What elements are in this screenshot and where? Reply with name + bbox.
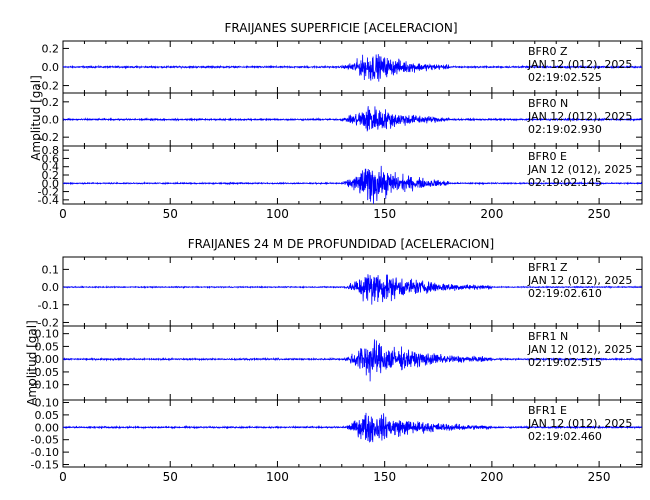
chart-title: FRAIJANES 24 M DE PROFUNDIDAD [ACELERACI…: [188, 237, 494, 251]
x-tick-label: 150: [373, 470, 396, 484]
y-tick-label: 0.10: [35, 396, 60, 409]
trace-annotation: JAN 12 (012), 2025: [527, 58, 632, 71]
y-tick-label: 0.00: [35, 353, 60, 366]
x-tick-label: 50: [163, 207, 178, 221]
x-axis-surface: 0 50 100 150 200 250: [59, 207, 610, 221]
y-tick-label: -0.2: [38, 131, 59, 144]
chart-depth: FRAIJANES 24 M DE PROFUNDIDAD [ACELERACI…: [25, 237, 643, 484]
trace-annotation: 02:19:02.145: [528, 176, 602, 189]
x-axis-depth: 0 50 100 150 200 250: [59, 470, 610, 484]
y-tick-label: 0.2: [42, 169, 60, 182]
y-tick-label: 0.6: [42, 152, 60, 165]
y-tick-label: -0.05: [31, 366, 59, 379]
trace-annotation: JAN 12 (012), 2025: [527, 343, 632, 356]
trace-annotation: JAN 12 (012), 2025: [527, 274, 632, 287]
trace-annotation: 02:19:02.610: [528, 287, 602, 300]
y-tick-label: -0.4: [38, 194, 59, 207]
trace-annotation: 02:19:02.525: [528, 71, 602, 84]
y-tick-label: 0.0: [42, 61, 60, 74]
y-tick-label: 0.05: [35, 409, 60, 422]
y-tick-label: 0.0: [42, 114, 60, 127]
trace-annotation: BFR1 Z: [528, 261, 568, 274]
y-tick-label: -0.10: [31, 446, 59, 459]
y-tick-label: 0.2: [42, 42, 60, 55]
x-tick-label: 0: [59, 470, 67, 484]
x-tick-label: 200: [480, 207, 503, 221]
y-tick-label: -0.1: [38, 299, 59, 312]
waveform-trace: [63, 54, 642, 82]
trace-annotation: JAN 12 (012), 2025: [527, 110, 632, 123]
y-tick-label: 0.05: [35, 340, 60, 353]
trace-annotation: BFR0 E: [528, 150, 567, 163]
x-tick-label: 250: [588, 207, 611, 221]
y-tick-label: -0.2: [38, 186, 59, 199]
y-tick-label: 0.10: [35, 328, 60, 341]
x-tick-label: 100: [266, 470, 289, 484]
y-tick-label: -0.05: [31, 434, 59, 447]
chart-surface: FRAIJANES SUPERFICIE [ACELERACION] Ampli…: [29, 21, 643, 221]
y-tick-label: 0.0: [42, 177, 60, 190]
x-tick-label: 150: [373, 207, 396, 221]
trace-annotation: JAN 12 (012), 2025: [527, 163, 632, 176]
trace-annotation: JAN 12 (012), 2025: [527, 417, 632, 430]
y-tick-label: 0.1: [42, 263, 60, 276]
waveform-trace: [63, 412, 642, 443]
trace-annotation: 02:19:02.930: [528, 123, 602, 136]
chart-title: FRAIJANES SUPERFICIE [ACELERACION]: [224, 21, 457, 35]
y-tick-label: -0.10: [31, 379, 59, 392]
x-tick-label: 200: [480, 470, 503, 484]
y-tick-label: 0.2: [42, 96, 60, 109]
y-tick-label: 0.0: [42, 281, 60, 294]
y-tick-label: -0.15: [31, 459, 59, 472]
trace-annotation: BFR0 N: [528, 97, 568, 110]
x-tick-label: 100: [266, 207, 289, 221]
y-tick-label: 0.00: [35, 421, 60, 434]
waveform-trace: [63, 339, 642, 382]
y-tick-label: 0.4: [42, 161, 60, 174]
y-axis-label: Amplitud [gal]: [25, 320, 39, 406]
x-tick-label: 0: [59, 207, 67, 221]
trace-annotation: 02:19:02.460: [528, 430, 602, 443]
trace-annotation: BFR0 Z: [528, 45, 568, 58]
y-tick-label: -0.2: [38, 80, 59, 93]
y-axis-label: Amplitud [gal]: [29, 75, 43, 161]
x-tick-label: 250: [588, 470, 611, 484]
trace-annotation: BFR1 N: [528, 330, 568, 343]
trace-annotation: 02:19:02.515: [528, 356, 602, 369]
y-tick-label: 0.8: [42, 144, 60, 157]
x-tick-label: 50: [163, 470, 178, 484]
y-tick-label: -0.2: [38, 316, 59, 329]
waveform-trace: [63, 274, 642, 305]
waveform-trace: [63, 165, 642, 204]
trace-annotation: BFR1 E: [528, 404, 567, 417]
panel-frame: [62, 399, 643, 468]
waveform-trace: [63, 106, 642, 132]
